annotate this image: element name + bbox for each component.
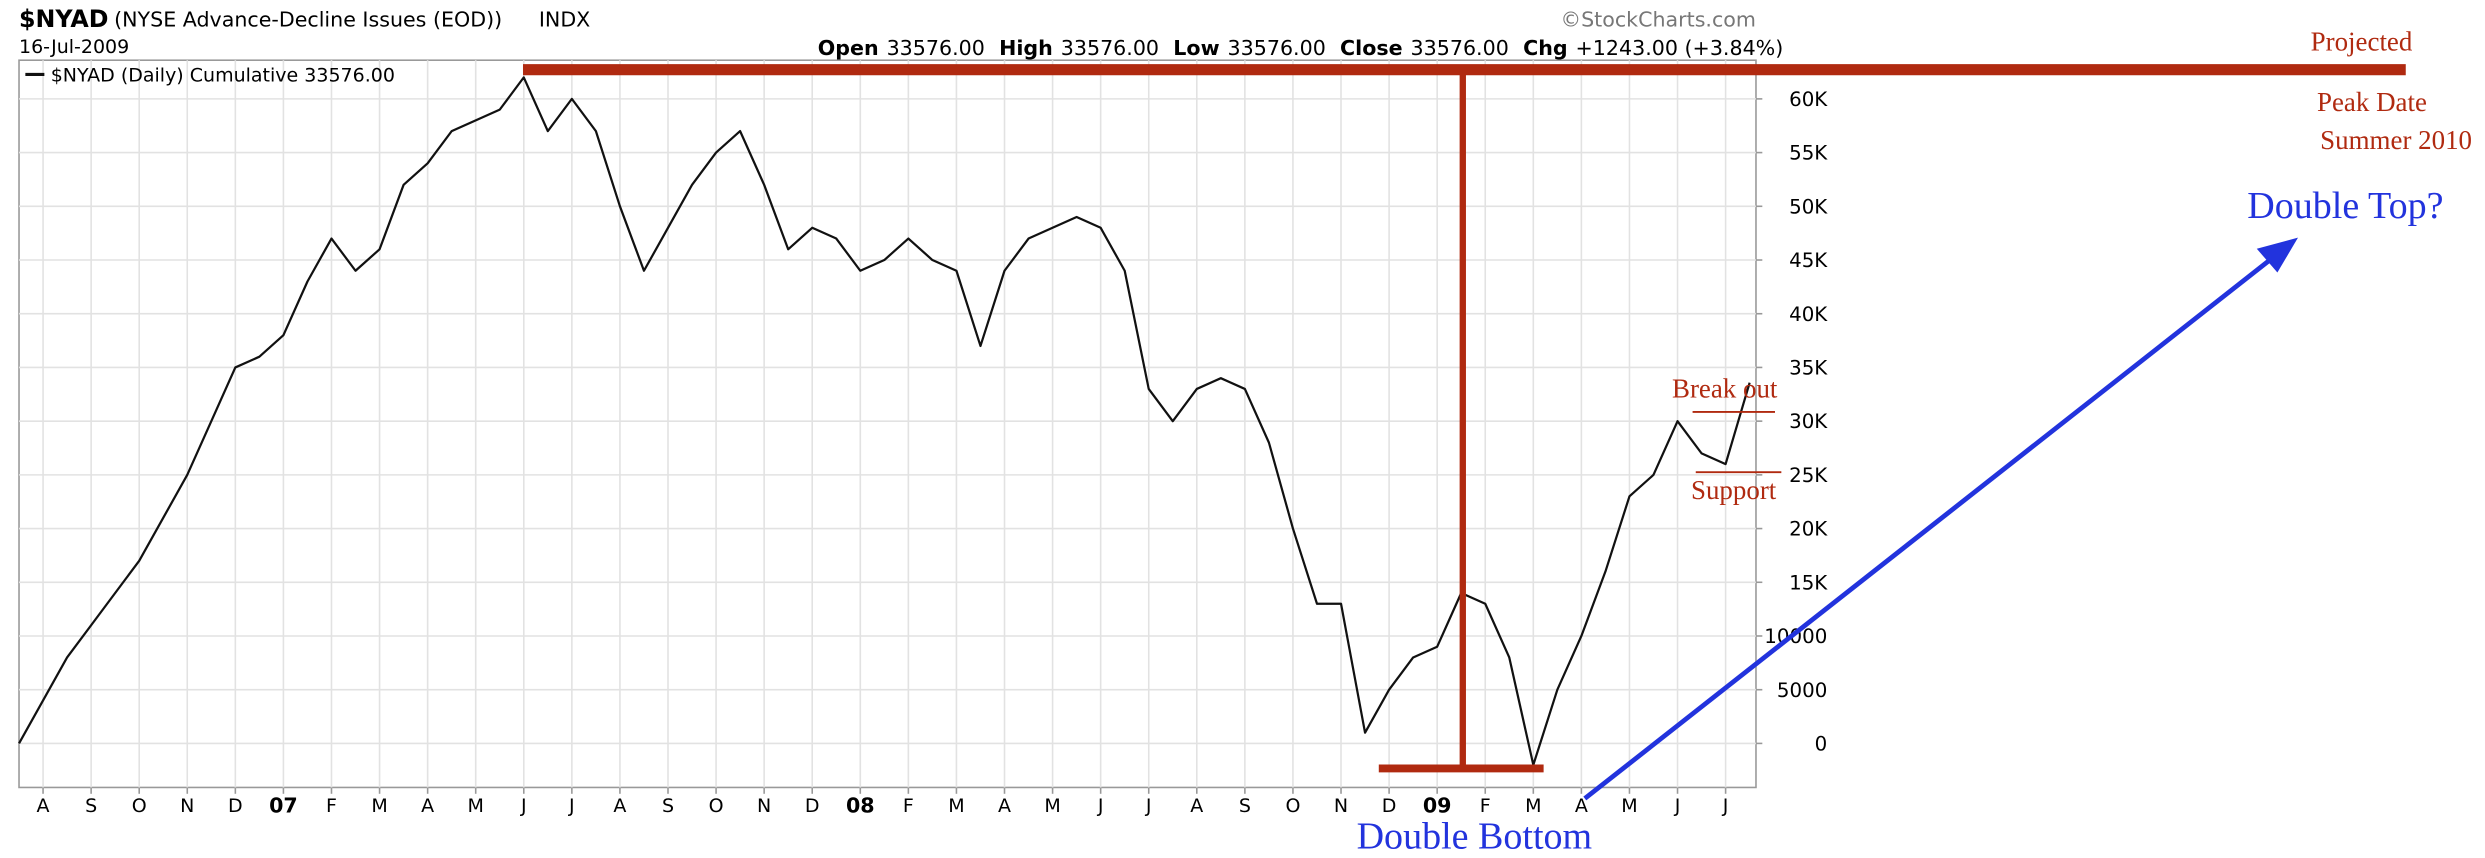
- x-tick-label: M: [468, 795, 484, 817]
- quote-value: 33576.00: [887, 36, 985, 60]
- x-tick-label: J: [1722, 795, 1729, 817]
- annotation: Peak Date: [2317, 87, 2427, 117]
- x-tick-label: S: [1239, 795, 1251, 817]
- x-tick-label: A: [37, 795, 50, 817]
- quote-label: Chg: [1523, 36, 1568, 60]
- x-tick-label: A: [421, 795, 434, 817]
- annotation: Summer 2010: [2320, 125, 2472, 155]
- y-tick-label: 5000: [1777, 679, 1827, 702]
- y-tick-label: 45K: [1789, 249, 1828, 272]
- x-tick-label: S: [662, 795, 674, 817]
- date: 16-Jul-2009: [19, 36, 129, 58]
- x-tick-label: D: [805, 795, 820, 817]
- annotation: Double Bottom: [1357, 815, 1593, 854]
- x-tick-label: A: [998, 795, 1011, 817]
- y-tick-label: 55K: [1789, 142, 1828, 165]
- y-tick-label: 0: [1815, 732, 1828, 755]
- y-tick-label: 15K: [1789, 571, 1828, 594]
- x-tick-label: F: [1480, 795, 1491, 817]
- quote-value: 33576.00: [1228, 36, 1326, 60]
- annotation: Double Top?: [2247, 185, 2443, 227]
- x-tick-label: J: [568, 795, 575, 817]
- y-tick-label: 50K: [1789, 195, 1828, 218]
- quote-value: 33576.00: [1061, 36, 1159, 60]
- arrow-head: [2256, 237, 2298, 273]
- quote-label: High: [999, 36, 1053, 60]
- exchange: INDX: [539, 8, 590, 32]
- x-tick-label: M: [1044, 795, 1060, 817]
- x-tick-label: O: [1285, 795, 1300, 817]
- y-tick-label: 30K: [1789, 410, 1828, 433]
- quote-bar: Open 33576.00 High 33576.00 Low 33576.00 Close…: [818, 36, 1784, 60]
- x-tick-label: F: [903, 795, 914, 817]
- x-tick-label: S: [85, 795, 97, 817]
- x-tick-label: M: [1621, 795, 1637, 817]
- y-tick-label: 35K: [1789, 357, 1828, 380]
- x-tick-label: 07: [269, 793, 298, 817]
- y-tick-label: 20K: [1789, 518, 1828, 541]
- x-tick-label: 09: [1423, 793, 1452, 817]
- grid: 0 5000 10000 15K 20K 25K 30K 35K 40K 45K 50K 55K 60K…: [19, 60, 1828, 817]
- plot-frame: [18, 59, 1757, 789]
- legend-entry: $NYAD (Daily) Cumulative 33576.00: [51, 65, 395, 87]
- y-tick-label: 10000: [1764, 625, 1827, 648]
- x-tick-label: N: [1334, 795, 1348, 817]
- x-tick-label: J: [520, 795, 527, 817]
- x-tick-label: M: [948, 795, 964, 817]
- symbol: $NYAD: [19, 5, 108, 33]
- annotation: Support: [1691, 475, 1777, 505]
- x-tick-label: O: [709, 795, 724, 817]
- x-tick-label: A: [1190, 795, 1203, 817]
- x-tick-label: A: [613, 795, 626, 817]
- x-tick-label: J: [1145, 795, 1152, 817]
- x-tick-label: D: [228, 795, 243, 817]
- y-tick-label: 40K: [1789, 303, 1828, 326]
- quote-value: 33576.00: [1411, 36, 1509, 60]
- symbol-name: (NYSE Advance-Decline Issues (EOD)): [114, 8, 502, 32]
- x-tick-label: 08: [846, 793, 875, 817]
- source: ©StockCharts.com: [1561, 8, 1756, 32]
- x-tick-label: O: [132, 795, 147, 817]
- x-tick-label: M: [1525, 795, 1541, 817]
- quote-label: Open: [818, 36, 879, 60]
- annotation: Break out: [1672, 374, 1778, 404]
- x-tick-label: N: [757, 795, 771, 817]
- x-tick-label: D: [1382, 795, 1397, 817]
- annotation: Projected: [2311, 27, 2413, 57]
- x-tick-label: M: [371, 795, 387, 817]
- trend-arrow: [1583, 248, 2284, 801]
- x-tick-label: J: [1674, 795, 1681, 817]
- x-tick-label: F: [326, 795, 337, 817]
- y-tick-label: 25K: [1789, 464, 1828, 487]
- y-tick-label: 60K: [1789, 88, 1828, 111]
- quote-label: Low: [1173, 36, 1219, 60]
- x-tick-label: A: [1575, 795, 1588, 817]
- x-tick-label: J: [1097, 795, 1104, 817]
- quote-label: Close: [1340, 36, 1403, 60]
- x-tick-label: N: [180, 795, 194, 817]
- quote-value: +1243.00 (+3.84%): [1576, 36, 1784, 60]
